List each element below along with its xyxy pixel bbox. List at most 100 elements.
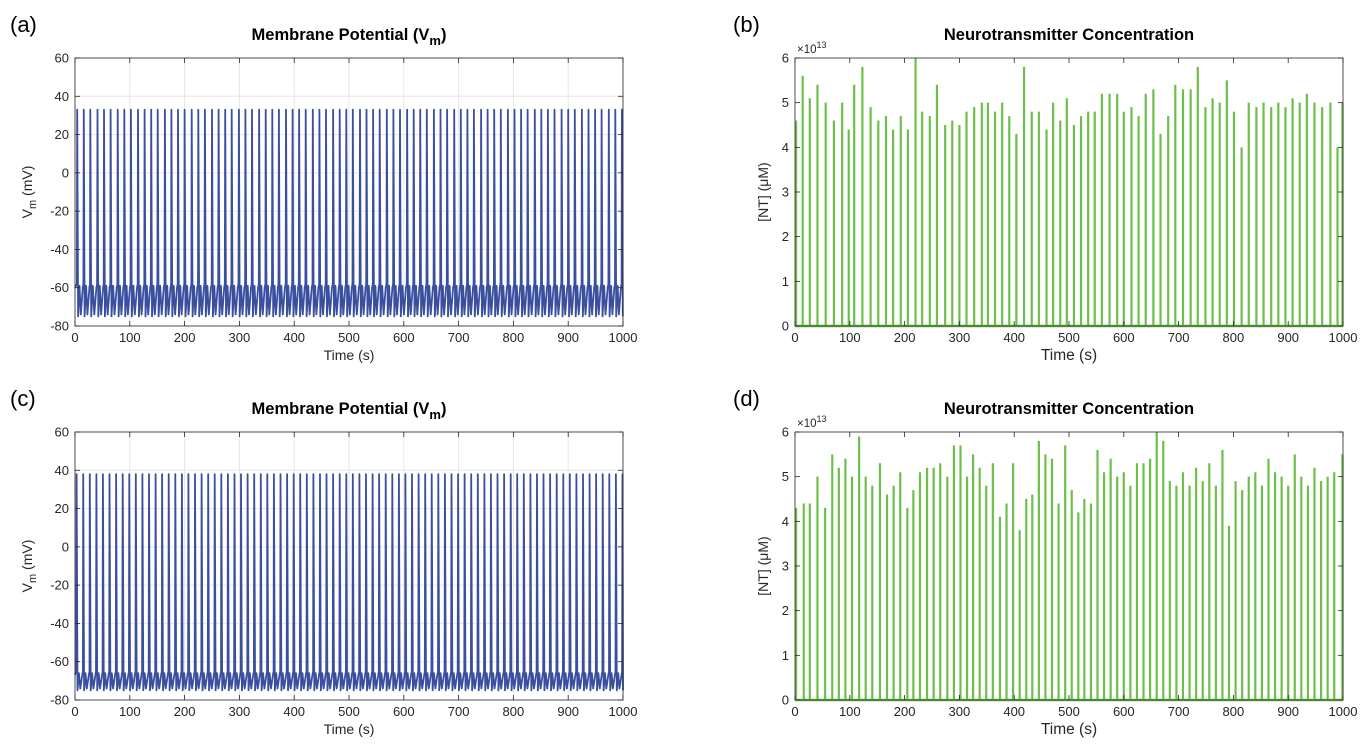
x-tick-label: 700 — [448, 330, 470, 345]
panel-label: (c) — [10, 386, 36, 411]
panel-a-membrane-potential: 0 100 200 300 400 500 600 700 800 900 1000-80-60-4… — [10, 12, 637, 363]
x-tick-label: 300 — [949, 330, 971, 345]
x-tick-label: 800 — [1223, 704, 1245, 719]
x-tick-label: 700 — [1168, 330, 1190, 345]
membrane-potential-line — [74, 108, 624, 318]
x-tick-label: 900 — [1277, 704, 1299, 719]
chart-title: Neurotransmitter Concentration — [944, 400, 1194, 418]
panel-label: (a) — [10, 12, 37, 37]
chart-title-close: ) — [441, 26, 447, 44]
y-tick-label: 0 — [62, 539, 69, 554]
y-axis-exponent-base: ×10 — [797, 44, 817, 56]
panel-label: (b) — [733, 12, 760, 37]
x-tick-label: 800 — [1223, 330, 1245, 345]
y-axis-exponent: ×1013 — [797, 40, 827, 56]
y-tick-label: -40 — [50, 242, 69, 257]
x-tick-label: 200 — [174, 704, 196, 719]
y-tick-label: 0 — [62, 165, 69, 180]
x-tick-label: 400 — [1003, 704, 1025, 719]
x-tick-label: 800 — [503, 704, 525, 719]
y-tick-label: 4 — [782, 514, 789, 529]
y-tick-label: -20 — [50, 204, 69, 219]
x-tick-label: 700 — [1168, 704, 1190, 719]
y-axis-label-unit: (mV) — [19, 166, 35, 200]
x-tick-label: 600 — [1113, 330, 1135, 345]
y-tick-label: 0 — [782, 319, 789, 334]
y-axis-label-text: V — [19, 208, 35, 218]
x-tick-label: 1000 — [1329, 704, 1358, 719]
chart-title: Neurotransmitter Concentration — [944, 26, 1194, 44]
y-tick-label: -80 — [50, 693, 69, 708]
y-tick-label: 6 — [782, 425, 789, 440]
x-tick-label: 0 — [791, 330, 798, 345]
y-tick-label: -80 — [50, 319, 69, 334]
y-tick-label: 60 — [55, 51, 69, 66]
x-axis-label: Time (s) — [1041, 347, 1097, 364]
y-tick-label: 1 — [782, 274, 789, 289]
y-tick-label: 5 — [782, 95, 789, 110]
y-axis-label: [NT] (μM) — [755, 162, 771, 221]
y-axis-exponent-power: 13 — [817, 40, 827, 50]
x-tick-label: 0 — [71, 330, 78, 345]
y-tick-label: 3 — [782, 559, 789, 574]
y-axis-exponent-base: ×10 — [797, 418, 817, 430]
y-tick-label: 1 — [782, 648, 789, 663]
y-axis-label: [NT] (μM) — [755, 536, 771, 595]
x-axis-label: Time (s) — [324, 721, 375, 737]
chart-title-subscript: m — [429, 407, 441, 422]
x-tick-label: 400 — [1003, 330, 1025, 345]
x-tick-label: 500 — [338, 330, 360, 345]
y-tick-label: -20 — [50, 578, 69, 593]
x-tick-label: 600 — [393, 704, 415, 719]
y-axis-exponent-power: 13 — [817, 414, 827, 424]
y-axis-label-unit: (mV) — [19, 540, 35, 574]
x-tick-label: 0 — [791, 704, 798, 719]
x-tick-label: 800 — [503, 330, 525, 345]
chart-title: Membrane Potential (Vm) — [252, 400, 447, 422]
y-tick-label: 5 — [782, 469, 789, 484]
x-tick-label: 400 — [283, 704, 305, 719]
y-tick-label: -60 — [50, 280, 69, 295]
x-tick-label: 1000 — [1329, 330, 1358, 345]
x-tick-label: 100 — [839, 330, 861, 345]
chart-title-text: Membrane Potential (V — [252, 26, 430, 44]
y-tick-label: 20 — [55, 501, 69, 516]
chart-title-text: Membrane Potential (V — [252, 400, 430, 418]
x-tick-label: 900 — [1277, 330, 1299, 345]
panel-c-membrane-potential: 0 100 200 300 400 500 600 700 800 900 1000-80-60-4… — [10, 386, 637, 737]
x-tick-label: 200 — [894, 704, 916, 719]
x-tick-label: 400 — [283, 330, 305, 345]
x-tick-label: 900 — [557, 704, 579, 719]
chart-title-subscript: m — [429, 33, 441, 48]
x-tick-label: 500 — [1058, 704, 1080, 719]
x-tick-label: 300 — [229, 330, 251, 345]
y-tick-label: -40 — [50, 616, 69, 631]
x-tick-label: 1000 — [609, 330, 638, 345]
x-tick-label: 700 — [448, 704, 470, 719]
x-axis-label: Time (s) — [1041, 721, 1097, 738]
chart-title-close: ) — [441, 400, 447, 418]
panel-d-neurotransmitter-concentration: 0 100 200 300 400 500 600 700 800 900 1000 0 1 2 3 4 5 6 N… — [733, 386, 1357, 738]
y-tick-label: -60 — [50, 654, 69, 669]
x-tick-label: 100 — [119, 330, 141, 345]
x-tick-label: 300 — [949, 704, 971, 719]
y-tick-label: 6 — [782, 51, 789, 66]
x-tick-label: 200 — [174, 330, 196, 345]
y-tick-label: 3 — [782, 185, 789, 200]
x-tick-label: 600 — [1113, 704, 1135, 719]
x-tick-label: 100 — [119, 704, 141, 719]
y-tick-label: 40 — [55, 463, 69, 478]
y-tick-label: 2 — [782, 603, 789, 618]
x-tick-label: 500 — [1058, 330, 1080, 345]
y-axis-label-subscript: m — [27, 200, 39, 209]
y-tick-label: 0 — [782, 693, 789, 708]
membrane-potential-line — [74, 473, 624, 692]
y-axis-label-subscript: m — [27, 574, 39, 583]
x-tick-label: 900 — [557, 330, 579, 345]
y-tick-label: 20 — [55, 127, 69, 142]
x-tick-label: 200 — [894, 330, 916, 345]
y-tick-label: 4 — [782, 140, 789, 155]
y-axis-label-text: V — [19, 582, 35, 592]
x-tick-label: 300 — [229, 704, 251, 719]
